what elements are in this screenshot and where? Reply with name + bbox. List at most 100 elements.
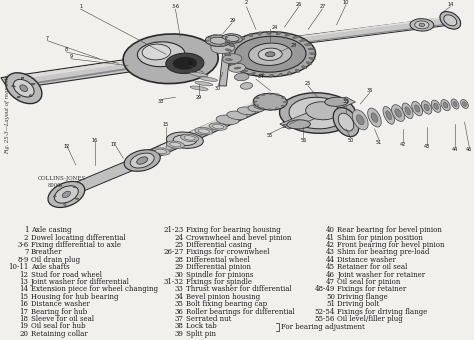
Ellipse shape (220, 35, 223, 36)
Text: 26: 26 (295, 2, 302, 7)
Text: 1: 1 (79, 4, 82, 9)
Ellipse shape (190, 86, 208, 90)
Polygon shape (1, 53, 179, 90)
Ellipse shape (234, 67, 241, 69)
Text: Distance washer: Distance washer (337, 256, 396, 264)
Ellipse shape (283, 101, 288, 103)
Ellipse shape (223, 54, 242, 64)
Ellipse shape (463, 102, 466, 106)
Ellipse shape (219, 46, 223, 47)
Text: 35: 35 (343, 99, 349, 104)
Text: 20: 20 (19, 330, 28, 338)
Text: Bolt fixing bearing cap: Bolt fixing bearing cap (186, 300, 267, 308)
Ellipse shape (234, 36, 306, 72)
Polygon shape (136, 97, 267, 159)
Ellipse shape (275, 108, 280, 109)
Text: 50: 50 (326, 293, 335, 301)
Ellipse shape (237, 107, 255, 115)
Text: Fixings for driving flange: Fixings for driving flange (337, 307, 428, 316)
Text: 29: 29 (174, 263, 183, 271)
Ellipse shape (29, 95, 32, 97)
Text: Fixings for crownwheel: Fixings for crownwheel (186, 249, 269, 256)
Polygon shape (227, 23, 451, 53)
Text: 3-6: 3-6 (17, 241, 28, 249)
Polygon shape (137, 105, 266, 166)
Text: 46: 46 (326, 271, 335, 278)
Ellipse shape (368, 108, 381, 127)
Ellipse shape (289, 97, 346, 129)
Text: Breather: Breather (31, 249, 62, 256)
Text: 10-11: 10-11 (8, 263, 28, 271)
Text: 14: 14 (19, 285, 28, 293)
Ellipse shape (260, 94, 265, 96)
Ellipse shape (276, 32, 281, 35)
Ellipse shape (225, 58, 232, 61)
Ellipse shape (424, 104, 429, 111)
Text: Oil seal for hub: Oil seal for hub (31, 322, 85, 330)
Text: Spindle for pinions: Spindle for pinions (186, 271, 253, 278)
Ellipse shape (249, 33, 253, 37)
Ellipse shape (325, 97, 348, 106)
Ellipse shape (209, 123, 227, 130)
Ellipse shape (295, 69, 300, 72)
Ellipse shape (451, 99, 459, 109)
Ellipse shape (412, 101, 422, 116)
Ellipse shape (73, 186, 76, 188)
Text: 26-27: 26-27 (163, 249, 183, 256)
Text: 56: 56 (300, 138, 307, 143)
Text: Extension piece for wheel changing: Extension piece for wheel changing (31, 285, 158, 293)
Ellipse shape (211, 41, 235, 54)
Ellipse shape (181, 134, 199, 141)
Text: Axle casing: Axle casing (31, 226, 71, 234)
Ellipse shape (124, 150, 160, 171)
Text: 35: 35 (174, 300, 183, 308)
Ellipse shape (287, 120, 310, 129)
Ellipse shape (333, 107, 359, 137)
Ellipse shape (268, 93, 272, 95)
Ellipse shape (338, 113, 354, 131)
Ellipse shape (282, 97, 285, 99)
Text: Lock tab: Lock tab (186, 322, 217, 330)
Text: 15: 15 (163, 122, 169, 127)
Ellipse shape (225, 44, 228, 45)
Text: 38: 38 (174, 322, 183, 330)
Ellipse shape (216, 115, 239, 125)
Text: Stud for road wheel: Stud for road wheel (31, 271, 102, 278)
Text: Differential wheel: Differential wheel (186, 256, 249, 264)
Ellipse shape (305, 44, 312, 46)
Ellipse shape (288, 72, 292, 75)
Ellipse shape (20, 85, 27, 91)
Ellipse shape (222, 34, 243, 43)
Polygon shape (280, 97, 356, 129)
Text: Shim for bearing pre-load: Shim for bearing pre-load (337, 249, 430, 256)
Text: 36: 36 (174, 307, 183, 316)
Text: 7: 7 (24, 249, 28, 256)
Ellipse shape (261, 107, 264, 110)
Text: 51: 51 (326, 300, 335, 308)
Text: Differential pinion: Differential pinion (186, 263, 251, 271)
Text: Oil drain plug: Oil drain plug (31, 256, 80, 264)
Text: 17: 17 (19, 307, 28, 316)
Polygon shape (60, 157, 148, 196)
Text: Fixing for bearing housing: Fixing for bearing housing (186, 226, 281, 234)
Polygon shape (9, 61, 171, 88)
Ellipse shape (386, 111, 392, 120)
Ellipse shape (241, 36, 245, 39)
Ellipse shape (250, 72, 255, 75)
Text: Roller bearings for differential: Roller bearings for differential (186, 307, 294, 316)
Ellipse shape (253, 101, 257, 103)
Text: Driving flange: Driving flange (337, 293, 388, 301)
Ellipse shape (255, 105, 259, 107)
Ellipse shape (371, 113, 378, 122)
Ellipse shape (200, 77, 218, 81)
Ellipse shape (441, 100, 450, 111)
Ellipse shape (306, 62, 312, 65)
Text: 10: 10 (343, 0, 349, 5)
Ellipse shape (142, 44, 171, 60)
Text: Dowel locating differential: Dowel locating differential (31, 234, 126, 242)
Text: 18: 18 (19, 315, 28, 323)
Text: 34: 34 (257, 74, 264, 79)
Text: For bearing adjustment: For bearing adjustment (281, 323, 365, 331)
Ellipse shape (308, 48, 315, 50)
Ellipse shape (184, 136, 195, 140)
